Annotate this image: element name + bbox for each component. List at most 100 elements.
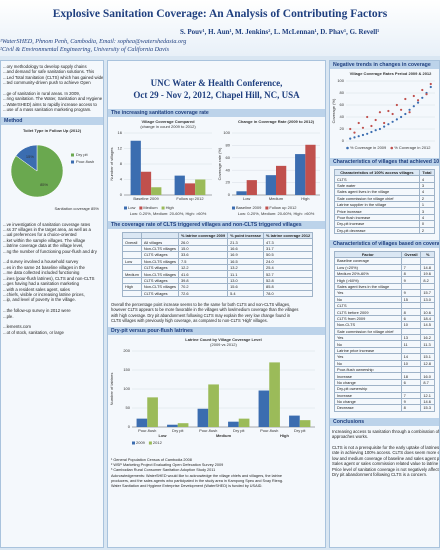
header-cell: % latrine coverage 2009: [177, 231, 229, 240]
text-line: approaches works.: [332, 434, 369, 440]
cell: No change: [334, 397, 402, 406]
cell: 85.8: [263, 283, 314, 291]
cell: 19.6: [420, 270, 435, 278]
y-tick-label: 8: [120, 161, 123, 166]
y-axis-label: Coverage rate (%): [217, 147, 222, 180]
legend-label: High: [166, 205, 174, 210]
cell: 33.6: [177, 251, 229, 259]
cell: 70.2: [177, 283, 229, 291]
y-tick-label: 20: [340, 126, 345, 131]
row: Medium 20%-60% 8 19.6: [334, 270, 435, 278]
point: [391, 112, 394, 116]
point: [399, 115, 403, 119]
bar: [289, 415, 300, 427]
cell: Increase: [334, 372, 402, 380]
point: [404, 97, 407, 101]
row: Baseline coverage: [334, 257, 435, 265]
cell: 16.2: [420, 333, 435, 342]
slice-label: 85%: [40, 182, 48, 187]
row: Dry-pit decrease 2: [334, 226, 436, 234]
row: Dry-pit ownership: [334, 385, 435, 393]
y-tick-label: 50: [126, 405, 131, 410]
row: Medium Non-CLTS villages 41.6 11.1 52.7: [122, 270, 314, 278]
legend-label: Dry pit: [76, 152, 88, 157]
table-wrap: Factor Overall% Baseline coverage Low (<20%…: [330, 248, 439, 415]
x-tick-label: Dry pit: [294, 428, 306, 433]
section-heading: Conclusions: [330, 417, 439, 426]
row: Increase 7 12.1: [334, 391, 435, 399]
x-tick-label: Pour-flush: [138, 428, 156, 433]
legend-label: Medium: [143, 205, 158, 210]
cell: 5.4: [227, 289, 265, 297]
cell: [420, 346, 435, 355]
cell: 12.1: [420, 391, 435, 399]
x-tick-label: Follow up 2012: [176, 196, 204, 201]
point: [349, 127, 352, 131]
chart-note: Low: 0-20%, Medium: 20-60%, High: >60%: [130, 211, 207, 216]
row: No 11 11.3: [334, 340, 435, 348]
y-tick-label: 40: [226, 167, 231, 172]
intro-text: ...ory methodology to develop supply cha…: [3, 64, 104, 113]
y-tick-label: 0: [120, 192, 123, 197]
y-tick-label: 60: [226, 155, 231, 160]
text-line: ...chiefs, visible or increasing latrine…: [3, 291, 85, 297]
text-line: Dry pit abandonment following CLTS is a …: [332, 471, 428, 477]
point: [416, 99, 420, 102]
cell: 14: [400, 353, 422, 361]
cell: High (>60%): [334, 276, 402, 284]
cell: 41.6: [177, 270, 229, 278]
x-tick-label: Low: [243, 196, 250, 201]
header-cell: % latrine coverage 2012: [263, 231, 314, 240]
point: [416, 101, 420, 104]
cell: 11.3: [420, 340, 435, 348]
cell: Sales agent lives in the village: [334, 282, 402, 291]
y-tick-label: 40: [340, 114, 345, 119]
text-line: ...the follow-up survey in 2012 were: [3, 308, 71, 314]
cell: [122, 289, 142, 297]
cell: 52.7: [263, 270, 314, 278]
cell: [420, 282, 435, 291]
pie-caption: Sanitation coverage 85%: [55, 206, 100, 211]
row: CLTS: [334, 301, 435, 310]
authors: S. Pouv¹, H. Aun¹, M. Jenkins², L. McLen…: [180, 28, 380, 36]
text-line: low and medium coverage of baseline and …: [332, 455, 440, 461]
cell: 12.2: [177, 263, 229, 272]
bar: [195, 179, 206, 195]
y-tick-label: 12: [118, 146, 123, 151]
point: [421, 88, 424, 92]
point: [366, 132, 369, 135]
row: Pour-flush ownership: [334, 365, 435, 374]
bar: [228, 421, 239, 427]
cell: Medium: [122, 270, 142, 278]
point: [429, 82, 432, 86]
cell: 10.6: [420, 308, 435, 316]
point: [425, 93, 428, 96]
point: [387, 123, 390, 126]
cell: 14.5: [420, 321, 435, 329]
slice-label: 15%: [26, 154, 34, 159]
text-line: ...ges having had a sanitation marketing: [3, 281, 79, 287]
cell: 8.7: [420, 378, 435, 387]
text-line: ...lements.com: [3, 324, 31, 330]
cell: 12.8: [420, 359, 435, 367]
y-tick-label: 100: [337, 78, 344, 83]
chart-subtitle: (change in count 2009 to 2012): [140, 124, 196, 129]
text-line: ...ng the number of functioning pour-flu…: [3, 248, 97, 254]
text-line: ...Led Total Sanitation (CLTS) which has…: [3, 74, 104, 80]
cell: 52.8: [263, 276, 314, 285]
cell: [400, 282, 422, 291]
row: No change 6 8.7: [334, 378, 435, 387]
header-cell: Characteristics of 100% access villages: [334, 168, 420, 177]
bar: [167, 424, 178, 427]
row: CLTS villages 33.6 16.9 50.5: [122, 251, 314, 259]
bar-chart: Change in Coverage Rate (2009 to 2012) Co…: [217, 119, 320, 216]
point: [353, 131, 356, 134]
point: [383, 125, 386, 128]
y-axis-label: Number of latrines: [109, 372, 114, 405]
cell: CLTS from 2009: [334, 314, 402, 323]
row: No 10 12.8: [334, 359, 435, 367]
legend-label: 2012: [153, 440, 163, 445]
clts-text: Overall the percentage point increase se…: [111, 302, 322, 324]
y-tick-label: 200: [123, 348, 130, 353]
cell: Yes: [334, 333, 402, 342]
